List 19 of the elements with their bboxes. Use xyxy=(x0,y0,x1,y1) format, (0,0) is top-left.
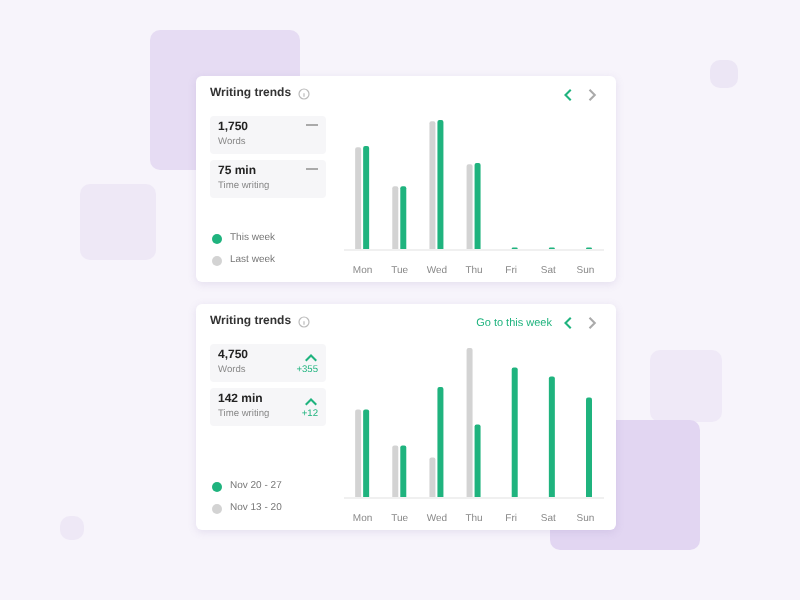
bar xyxy=(466,348,473,498)
bar xyxy=(363,409,370,498)
bar xyxy=(474,162,481,250)
bar xyxy=(392,186,399,250)
bar xyxy=(586,397,592,498)
bar xyxy=(429,457,436,498)
bar xyxy=(437,387,444,498)
bar xyxy=(355,409,362,498)
bar xyxy=(429,121,436,250)
bar xyxy=(437,120,444,250)
bar xyxy=(548,376,555,498)
bar xyxy=(400,186,407,250)
bar xyxy=(474,424,481,498)
bar xyxy=(511,367,518,498)
bar xyxy=(392,445,399,498)
bar xyxy=(400,445,407,498)
bar xyxy=(355,147,362,250)
bar xyxy=(363,146,370,250)
bar xyxy=(466,164,473,250)
